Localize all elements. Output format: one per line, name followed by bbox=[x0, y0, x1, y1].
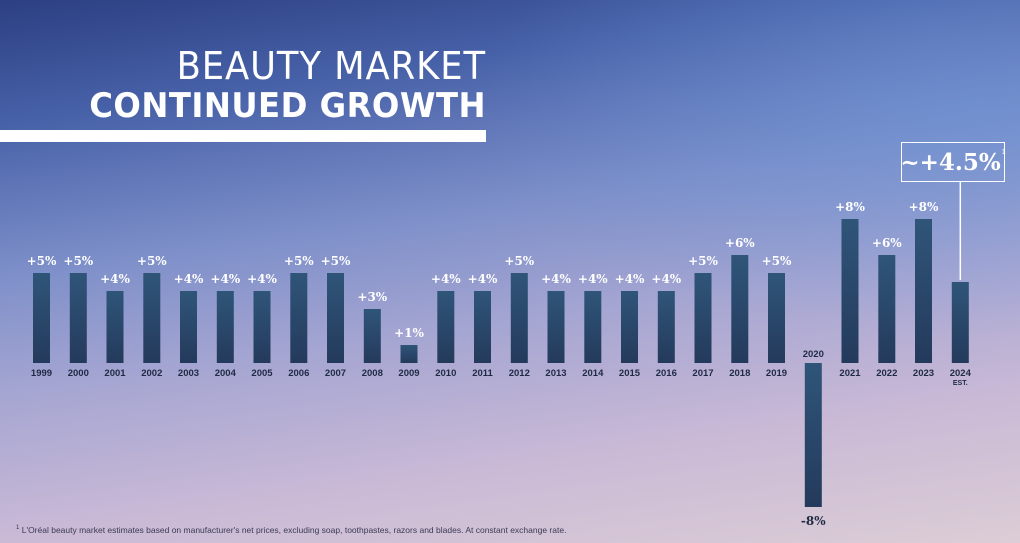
x-tick-label-2005: 2005 bbox=[251, 368, 273, 379]
bar-2008 bbox=[363, 309, 381, 363]
data-label-2009: +1% bbox=[394, 326, 424, 340]
bar-2016 bbox=[657, 291, 675, 363]
data-label-2011: +4% bbox=[468, 272, 498, 286]
bar-2017 bbox=[694, 273, 712, 363]
x-tick-label-2013: 2013 bbox=[545, 368, 566, 379]
x-tick-label-2003: 2003 bbox=[178, 368, 199, 379]
x-tick-label-2022: 2022 bbox=[876, 368, 897, 379]
x-tick-label-2019: 2019 bbox=[766, 368, 787, 379]
bar-2003 bbox=[180, 291, 197, 363]
x-tick-label-2000: 2000 bbox=[68, 368, 89, 379]
bar-2010 bbox=[437, 291, 455, 363]
data-label-2003: +4% bbox=[174, 272, 204, 286]
bar-2024 bbox=[951, 282, 969, 363]
bar-1999 bbox=[33, 273, 50, 363]
x-tick-label-2011: 2011 bbox=[472, 368, 493, 379]
bar-2011 bbox=[474, 291, 491, 363]
title-underline bbox=[0, 130, 486, 142]
x-tick-sublabel-2024: EST. bbox=[953, 380, 968, 387]
bar-2021 bbox=[841, 219, 859, 363]
data-label-2000: +5% bbox=[63, 254, 93, 268]
bar-2002 bbox=[143, 273, 161, 363]
x-tick-label-2009: 2009 bbox=[398, 368, 419, 379]
data-label-2010: +4% bbox=[431, 272, 461, 286]
footnote: 1 L'Oréal beauty market estimates based … bbox=[16, 525, 566, 535]
bar-2004 bbox=[216, 291, 234, 363]
title-block: BEAUTY MARKET CONTINUED GROWTH bbox=[0, 46, 486, 126]
data-label-2006: +5% bbox=[284, 254, 314, 268]
x-tick-label-2020: 2020 bbox=[803, 349, 824, 360]
x-tick-label-2017: 2017 bbox=[692, 368, 713, 379]
x-tick-label-2023: 2023 bbox=[913, 368, 934, 379]
x-tick-label-2012: 2012 bbox=[509, 368, 530, 379]
x-tick-label-2007: 2007 bbox=[325, 368, 346, 379]
footnote-marker: 1 bbox=[16, 525, 20, 532]
x-tick-label-2015: 2015 bbox=[619, 368, 641, 379]
bar-2013 bbox=[547, 291, 565, 363]
x-tick-label-2010: 2010 bbox=[435, 368, 456, 379]
x-tick-label-2016: 2016 bbox=[656, 368, 677, 379]
title-line-1: BEAUTY MARKET bbox=[176, 44, 487, 88]
data-label-2016: +4% bbox=[651, 272, 681, 286]
data-label-2001: +4% bbox=[100, 272, 130, 286]
data-label-2023: +8% bbox=[909, 200, 939, 214]
x-tick-label-2006: 2006 bbox=[288, 368, 309, 379]
data-label-2005: +4% bbox=[247, 272, 277, 286]
data-label-2021: +8% bbox=[835, 200, 865, 214]
bar-2019 bbox=[768, 273, 785, 363]
data-label-1999: +5% bbox=[27, 254, 57, 268]
bar-2001 bbox=[106, 291, 124, 363]
title-line-2: CONTINUED GROWTH bbox=[89, 86, 487, 126]
data-label-2008: +3% bbox=[357, 290, 387, 304]
bar-2005 bbox=[253, 291, 271, 363]
bar-2012 bbox=[510, 273, 528, 363]
x-tick-label-2002: 2002 bbox=[141, 368, 162, 379]
x-tick-label-2021: 2021 bbox=[839, 368, 861, 379]
data-label-2022: +6% bbox=[872, 236, 902, 250]
data-label-2013: +4% bbox=[541, 272, 571, 286]
bar-2007 bbox=[327, 273, 344, 363]
x-tick-label-2004: 2004 bbox=[215, 368, 237, 379]
bar-2006 bbox=[290, 273, 308, 363]
data-label-2019: +5% bbox=[762, 254, 792, 268]
data-label-2017: +5% bbox=[688, 254, 718, 268]
data-label-2020: -8% bbox=[801, 514, 826, 528]
bar-2000 bbox=[69, 273, 87, 363]
data-label-2012: +5% bbox=[504, 254, 534, 268]
bar-2015 bbox=[621, 291, 638, 363]
x-tick-label-2018: 2018 bbox=[729, 368, 750, 379]
data-label-2004: +4% bbox=[210, 272, 240, 286]
bar-2018 bbox=[731, 255, 749, 363]
footnote-text: L'Oréal beauty market estimates based on… bbox=[21, 525, 567, 535]
bar-2020 bbox=[804, 363, 822, 507]
x-tick-label-2024: 2024 bbox=[950, 368, 972, 379]
x-tick-label-2001: 2001 bbox=[104, 368, 126, 379]
x-tick-label-2014: 2014 bbox=[582, 368, 604, 379]
bar-2023 bbox=[915, 219, 932, 363]
data-label-2007: +5% bbox=[321, 254, 351, 268]
estimate-callout-value: ~+4.5% bbox=[900, 148, 1001, 176]
data-label-2014: +4% bbox=[578, 272, 608, 286]
x-tick-label-2008: 2008 bbox=[362, 368, 383, 379]
data-label-2018: +6% bbox=[725, 236, 755, 250]
x-tick-label-1999: 1999 bbox=[31, 368, 52, 379]
estimate-callout: ~+4.5% 1 bbox=[900, 142, 1006, 182]
data-label-2015: +4% bbox=[615, 272, 645, 286]
bar-2014 bbox=[584, 291, 602, 363]
data-label-2002: +5% bbox=[137, 254, 167, 268]
estimate-callout-footnote-marker: 1 bbox=[1001, 148, 1006, 156]
bar-2009 bbox=[400, 345, 418, 363]
bar-2022 bbox=[878, 255, 896, 363]
